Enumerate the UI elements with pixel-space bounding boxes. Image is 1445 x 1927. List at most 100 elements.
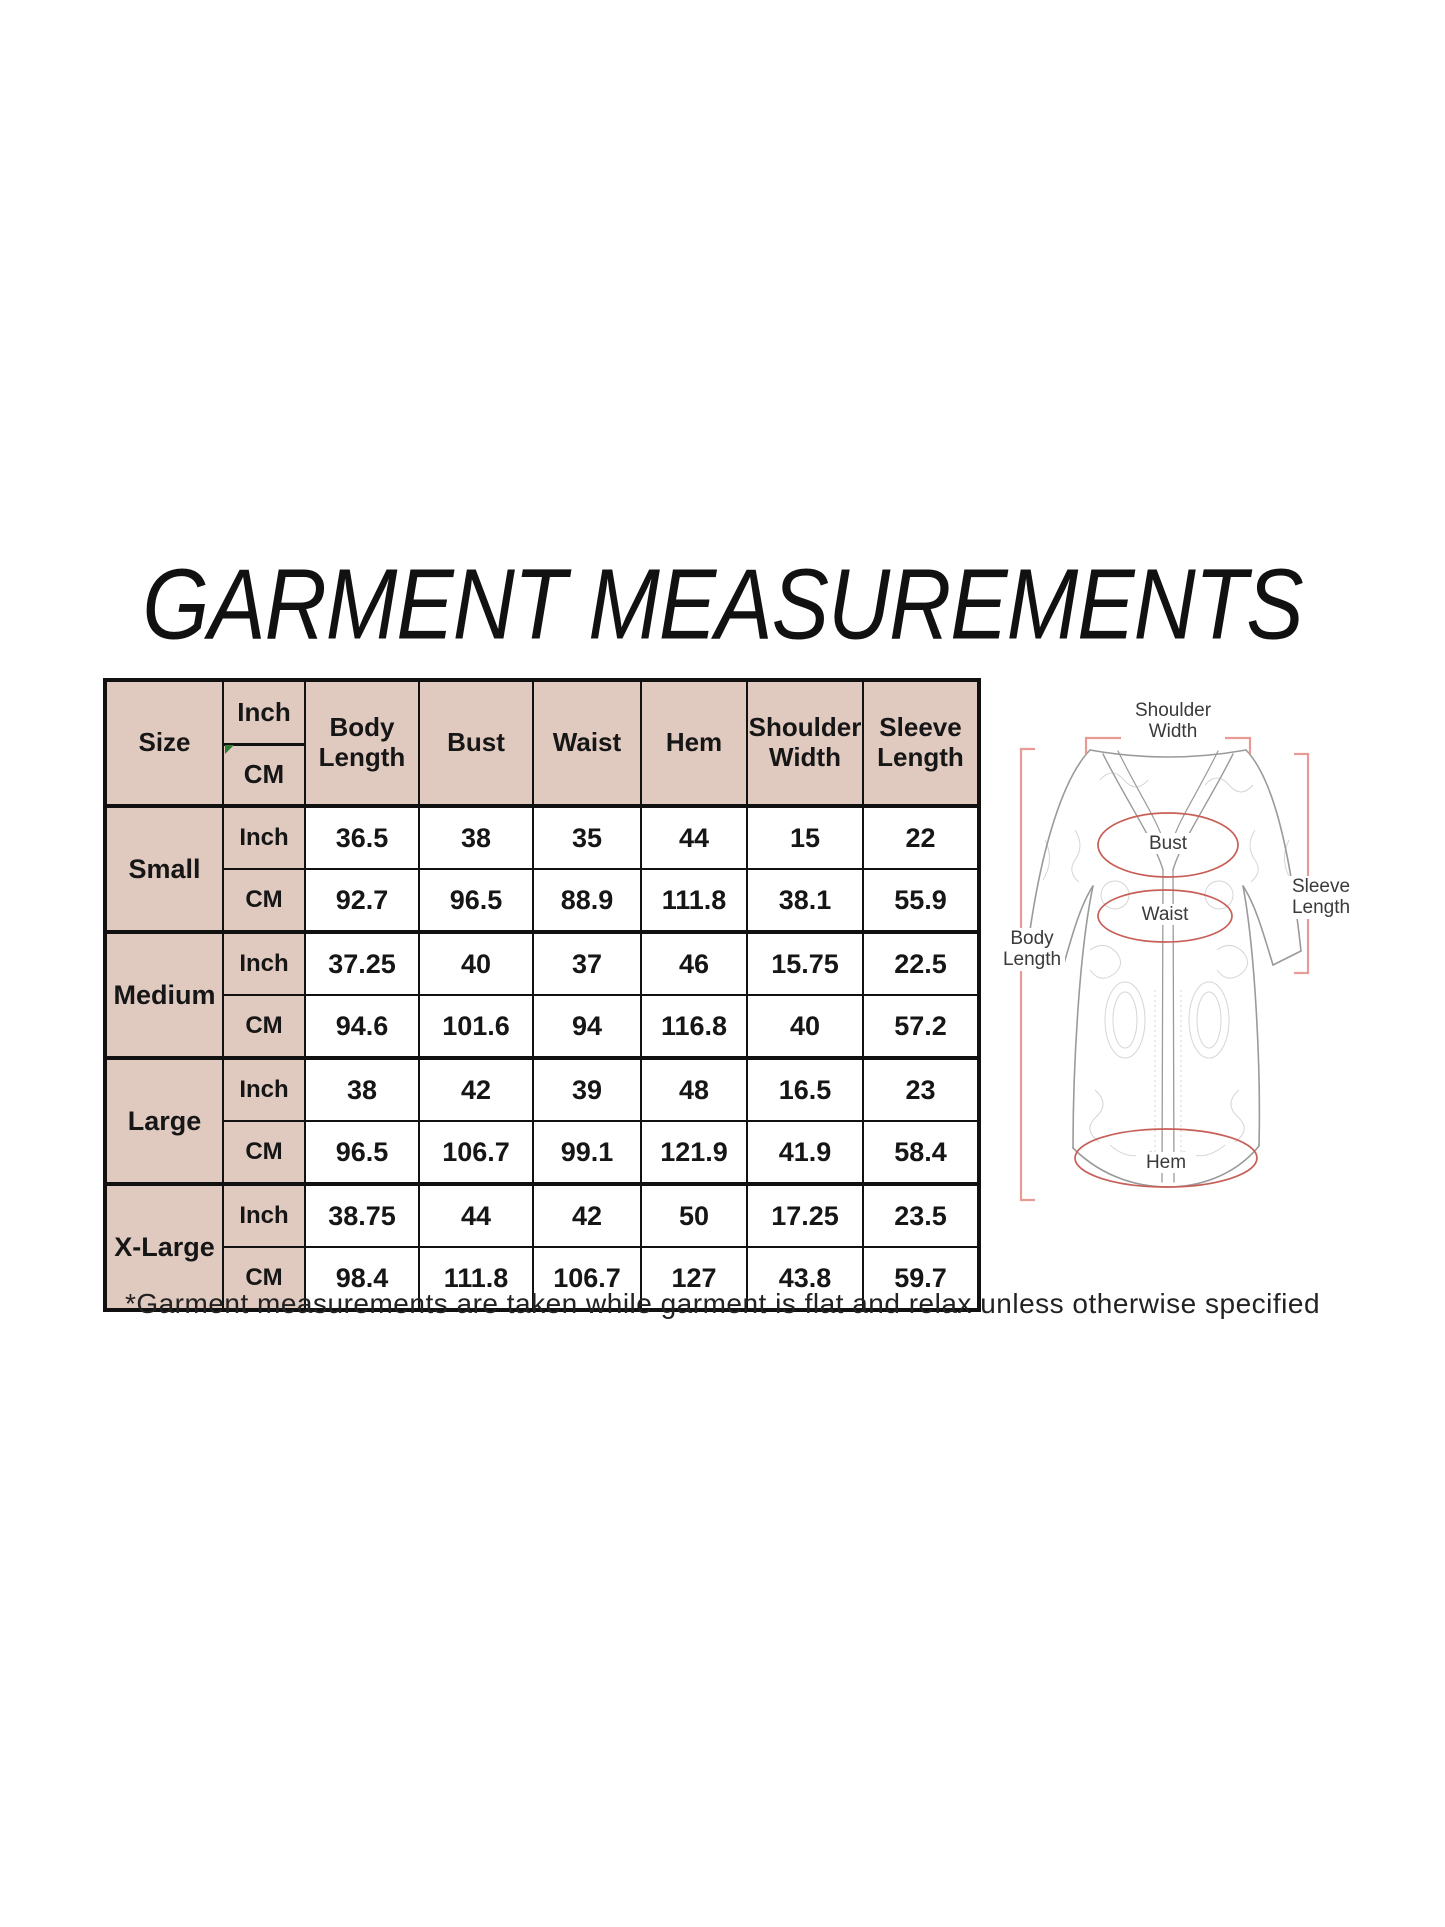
- measurement-ellipses: [1074, 812, 1258, 1188]
- value-cell: 55.9: [862, 868, 980, 933]
- value-cell: 37.25: [304, 930, 420, 996]
- unit-cell: CM: [222, 994, 306, 1059]
- waist-label: Waist: [1129, 904, 1201, 926]
- sleeve-length-bracket: [1294, 752, 1310, 975]
- value-cell: 41.9: [746, 1120, 864, 1185]
- value-cell: 38.75: [304, 1182, 420, 1248]
- size-label-xlarge: X-Large: [104, 1182, 224, 1311]
- value-cell: 37: [532, 930, 642, 996]
- value-cell: 36.5: [304, 804, 420, 870]
- value-cell: 99.1: [532, 1120, 642, 1185]
- waist-ellipse: [1097, 889, 1233, 943]
- table-row-medium-cm: CM 94.6 101.6 94 116.8 40 57.2: [105, 994, 980, 1059]
- value-cell: 43.8: [746, 1246, 864, 1311]
- header-waist: Waist: [532, 679, 642, 808]
- table-row-xlarge-inch: X-Large Inch 38.75 44 42 50 17.25 23.5: [104, 1182, 980, 1311]
- size-label-medium: Medium: [104, 930, 224, 1059]
- size-label-small: Small: [104, 804, 224, 933]
- size-label-large: Large: [104, 1056, 224, 1185]
- lace-texture: [1042, 772, 1292, 1160]
- table-header-row: Size Inch CM Body Length Bust Waist Hem …: [104, 679, 980, 808]
- value-cell: 48: [640, 1056, 748, 1122]
- value-cell: 106.7: [532, 1246, 642, 1311]
- green-marker-icon: [225, 745, 234, 754]
- body-length-label: Body Length: [999, 928, 1065, 971]
- value-cell: 15: [746, 804, 864, 870]
- unit-cell: Inch: [222, 804, 306, 870]
- value-cell: 96.5: [418, 868, 534, 933]
- value-cell: 127: [640, 1246, 748, 1311]
- value-cell: 50: [640, 1182, 748, 1248]
- size-chart: Size Inch CM Body Length Bust Waist Hem …: [103, 678, 981, 1312]
- value-cell: 44: [418, 1182, 534, 1248]
- table-row-medium-inch: Medium Inch 37.25 40 37 46 15.75 22.5: [104, 930, 980, 1059]
- header-size: Size: [104, 679, 224, 808]
- header-bust: Bust: [418, 679, 534, 808]
- unit-cell: Inch: [222, 1182, 306, 1248]
- sleeve-length-label: Sleeve Length: [1287, 876, 1355, 919]
- value-cell: 35: [532, 804, 642, 870]
- value-cell: 94.6: [304, 994, 420, 1059]
- garment-outline: [1026, 749, 1302, 1188]
- value-cell: 59.7: [862, 1246, 980, 1311]
- hem-ellipse: [1074, 1128, 1258, 1188]
- value-cell: 42: [532, 1182, 642, 1248]
- value-cell: 39: [532, 1056, 642, 1122]
- header-body-length: Body Length: [304, 679, 420, 808]
- value-cell: 111.8: [640, 868, 748, 933]
- value-cell: 44: [640, 804, 748, 870]
- unit-cell: CM: [222, 1120, 306, 1185]
- value-cell: 98.4: [304, 1246, 420, 1311]
- value-cell: 94: [532, 994, 642, 1059]
- value-cell: 58.4: [862, 1120, 980, 1185]
- header-sleeve-length: Sleeve Length: [862, 679, 980, 808]
- value-cell: 23: [862, 1056, 980, 1122]
- value-cell: 42: [418, 1056, 534, 1122]
- value-cell: 17.25: [746, 1182, 864, 1248]
- value-cell: 22: [862, 804, 980, 870]
- value-cell: 106.7: [418, 1120, 534, 1185]
- value-cell: 111.8: [418, 1246, 534, 1311]
- table-row-large-inch: Large Inch 38 42 39 48 16.5 23: [104, 1056, 980, 1185]
- garment-diagram: Shoulder Width Bust Waist Hem Body Lengt…: [999, 690, 1420, 1270]
- value-cell: 121.9: [640, 1120, 748, 1185]
- value-cell: 57.2: [862, 994, 980, 1059]
- unit-cell: CM: [222, 1246, 306, 1311]
- value-cell: 15.75: [746, 930, 864, 996]
- value-cell: 22.5: [862, 930, 980, 996]
- size-table: Size Inch CM Body Length Bust Waist Hem …: [103, 678, 981, 1312]
- page-title: GARMENT MEASUREMENTS: [142, 549, 1303, 661]
- table-row-small-cm: CM 92.7 96.5 88.9 111.8 38.1 55.9: [105, 868, 980, 933]
- bust-ellipse: [1097, 812, 1239, 878]
- value-cell: 40: [746, 994, 864, 1059]
- garment-sketch: [1019, 736, 1310, 1202]
- shoulder-width-label: Shoulder Width: [1121, 700, 1225, 743]
- value-cell: 101.6: [418, 994, 534, 1059]
- value-cell: 92.7: [304, 868, 420, 933]
- value-cell: 116.8: [640, 994, 748, 1059]
- header-unit-inch: Inch: [224, 682, 304, 746]
- table-row-small-inch: Small Inch 36.5 38 35 44 15 22: [104, 804, 980, 933]
- bust-label: Bust: [1138, 833, 1198, 855]
- header-unit: Inch CM: [222, 679, 306, 808]
- header-hem: Hem: [640, 679, 748, 808]
- table-row-large-cm: CM 96.5 106.7 99.1 121.9 41.9 58.4: [105, 1120, 980, 1185]
- header-shoulder-width: Shoulder Width: [746, 679, 864, 808]
- value-cell: 38: [304, 1056, 420, 1122]
- hem-label: Hem: [1136, 1152, 1196, 1174]
- unit-cell: Inch: [222, 930, 306, 996]
- value-cell: 23.5: [862, 1182, 980, 1248]
- unit-cell: CM: [222, 868, 306, 933]
- value-cell: 38: [418, 804, 534, 870]
- footnote: *Garment measurements are taken while ga…: [124, 1288, 1321, 1319]
- table-row-xlarge-cm: CM 98.4 111.8 106.7 127 43.8 59.7: [105, 1246, 980, 1311]
- value-cell: 46: [640, 930, 748, 996]
- value-cell: 88.9: [532, 868, 642, 933]
- header-unit-cm: CM: [243, 759, 285, 790]
- value-cell: 96.5: [304, 1120, 420, 1185]
- body-length-bracket: [1019, 747, 1035, 1202]
- value-cell: 16.5: [746, 1056, 864, 1122]
- value-cell: 40: [418, 930, 534, 996]
- unit-cell: Inch: [222, 1056, 306, 1122]
- value-cell: 38.1: [746, 868, 864, 933]
